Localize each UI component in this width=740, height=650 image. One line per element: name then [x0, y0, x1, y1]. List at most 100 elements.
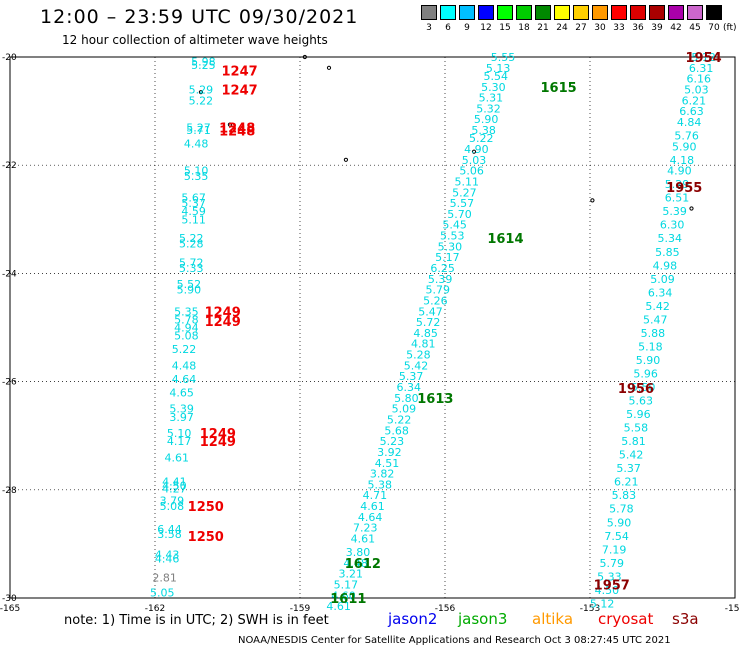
legend-label-33: 33	[613, 23, 625, 33]
legend-swatch-39	[649, 5, 665, 20]
wave-height-label: 6.25	[430, 262, 455, 275]
legend-label-39: 39	[651, 23, 663, 33]
satellite-jason3: jason3	[458, 610, 508, 628]
wave-height-label: 5.88	[641, 327, 666, 340]
wave-height-label: 5.90	[672, 140, 697, 153]
wave-height-label: 5.42	[404, 359, 429, 372]
wave-height-label: 5.70	[447, 208, 472, 221]
wave-height-label: 4.59	[181, 205, 206, 218]
wave-height-label: 5.10	[184, 165, 209, 178]
wave-height-label: 5.81	[621, 435, 646, 448]
map-frame	[9, 56, 736, 599]
time-label: 1956	[618, 382, 654, 397]
credit-line: NOAA/NESDIS Center for Satellite Applica…	[238, 635, 671, 646]
wave-height-label: 5.90	[177, 284, 202, 297]
time-label: 1249	[205, 305, 241, 320]
wave-height-label: 4.71	[363, 489, 388, 502]
lon-tick-label: -165	[0, 604, 20, 614]
wave-height-label: 5.31	[479, 92, 504, 105]
wave-height-label: 4.94	[174, 322, 199, 335]
island-marker	[343, 157, 349, 162]
wave-height-label: 5.71	[186, 124, 211, 137]
legend-label-42: 42	[670, 23, 682, 33]
island-marker	[326, 65, 332, 70]
island-marker	[227, 122, 233, 127]
time-label: 1250	[188, 500, 224, 515]
time-label: 1248	[219, 125, 255, 140]
wave-height-label: 5.39	[169, 403, 194, 416]
wave-height-label: 5.23	[380, 435, 405, 448]
wave-height-label: 5.17	[435, 251, 460, 264]
satellite-cryosat: cryosat	[598, 610, 654, 628]
island-marker	[590, 198, 595, 203]
wave-height-label: 5.37	[616, 462, 641, 475]
legend-unit: (ft)	[723, 23, 737, 33]
legend-swatch-3	[421, 5, 437, 20]
wave-height-label: 5.90	[636, 354, 661, 367]
lon-tick-label: -159	[290, 604, 311, 614]
wave-height-label: 5.22	[469, 132, 494, 145]
wave-height-label: 5.03	[684, 83, 709, 96]
legend-label-27: 27	[575, 23, 587, 33]
time-label: 1957	[594, 578, 630, 593]
wave-height-label: 5.22	[189, 94, 214, 107]
wave-height-label: 5.22	[172, 343, 197, 356]
wave-height-label: 5.54	[484, 70, 509, 83]
wave-height-label: 5.18	[638, 340, 663, 353]
wave-height-label: 6.31	[689, 62, 714, 75]
wave-height-label: 4.48	[184, 138, 209, 151]
island-marker	[198, 90, 204, 95]
wave-height-label: 4.64	[358, 511, 383, 524]
wave-height-label: 5.90	[474, 113, 499, 126]
wave-height-label: 5.55	[491, 51, 516, 64]
wave-height-label: 5.25	[191, 59, 216, 72]
wave-height-label: 4.61	[165, 451, 190, 464]
wave-height-label: 5.30	[481, 81, 506, 94]
wave-height-label: 5.26	[423, 294, 448, 307]
wave-height-label: 5.47	[418, 305, 443, 318]
wave-height-label: 4.27	[162, 483, 187, 496]
satellite-jason2: jason2	[388, 610, 438, 628]
wave-height-label: 5.35	[174, 305, 199, 318]
page-title: 12:00 – 23:59 UTC 09/30/2021	[40, 6, 359, 28]
wave-height-label: 5.85	[655, 246, 680, 259]
wave-height-label: 4.61	[351, 532, 376, 545]
wave-height-label: 5.50	[631, 381, 656, 394]
wave-height-label: 3.79	[160, 495, 185, 508]
wave-height-label: 4.18	[670, 154, 695, 167]
wave-height-label: 5.32	[476, 102, 501, 115]
legend-swatch-70	[706, 5, 722, 20]
wave-height-label: 3.97	[169, 411, 194, 424]
wave-height-label: 5.38	[471, 124, 496, 137]
wave-height-label: 5.11	[181, 213, 206, 226]
wave-height-label: 5.27	[186, 121, 211, 134]
time-label: 1613	[417, 392, 453, 407]
wave-height-label: 5.10	[167, 427, 192, 440]
wave-height-label: 5.79	[426, 284, 451, 297]
wave-height-label: 5.80	[394, 392, 419, 405]
wave-height-label: 5.39	[428, 273, 453, 286]
wave-height-label: 5.45	[442, 219, 467, 232]
island-marker	[677, 184, 682, 189]
wave-height-label: 5.42	[619, 449, 644, 462]
wave-height-label: 5.38	[368, 478, 393, 491]
wave-height-label: 5.58	[624, 422, 649, 435]
wave-height-label: 5.34	[658, 232, 683, 245]
island-marker	[689, 206, 694, 211]
wave-height-label: 5.06	[459, 165, 484, 178]
lat-tick-label: -24	[2, 269, 17, 279]
time-label: 1247	[221, 65, 257, 80]
wave-height-label: 2.81	[152, 571, 177, 584]
wave-height-label: 5.63	[629, 395, 654, 408]
wave-height-label: 5.28	[406, 349, 431, 362]
wave-height-label: 5.79	[600, 557, 625, 570]
legend-swatch-36	[630, 5, 646, 20]
legend-swatch-12	[478, 5, 494, 20]
legend-label-12: 12	[480, 23, 492, 33]
legend-label-70: 70	[708, 23, 720, 33]
lon-tick-label: -153	[580, 604, 600, 614]
wave-height-label: 5.29	[665, 178, 690, 191]
time-label: 1955	[666, 181, 702, 196]
wave-height-label: 5.12	[590, 597, 615, 610]
